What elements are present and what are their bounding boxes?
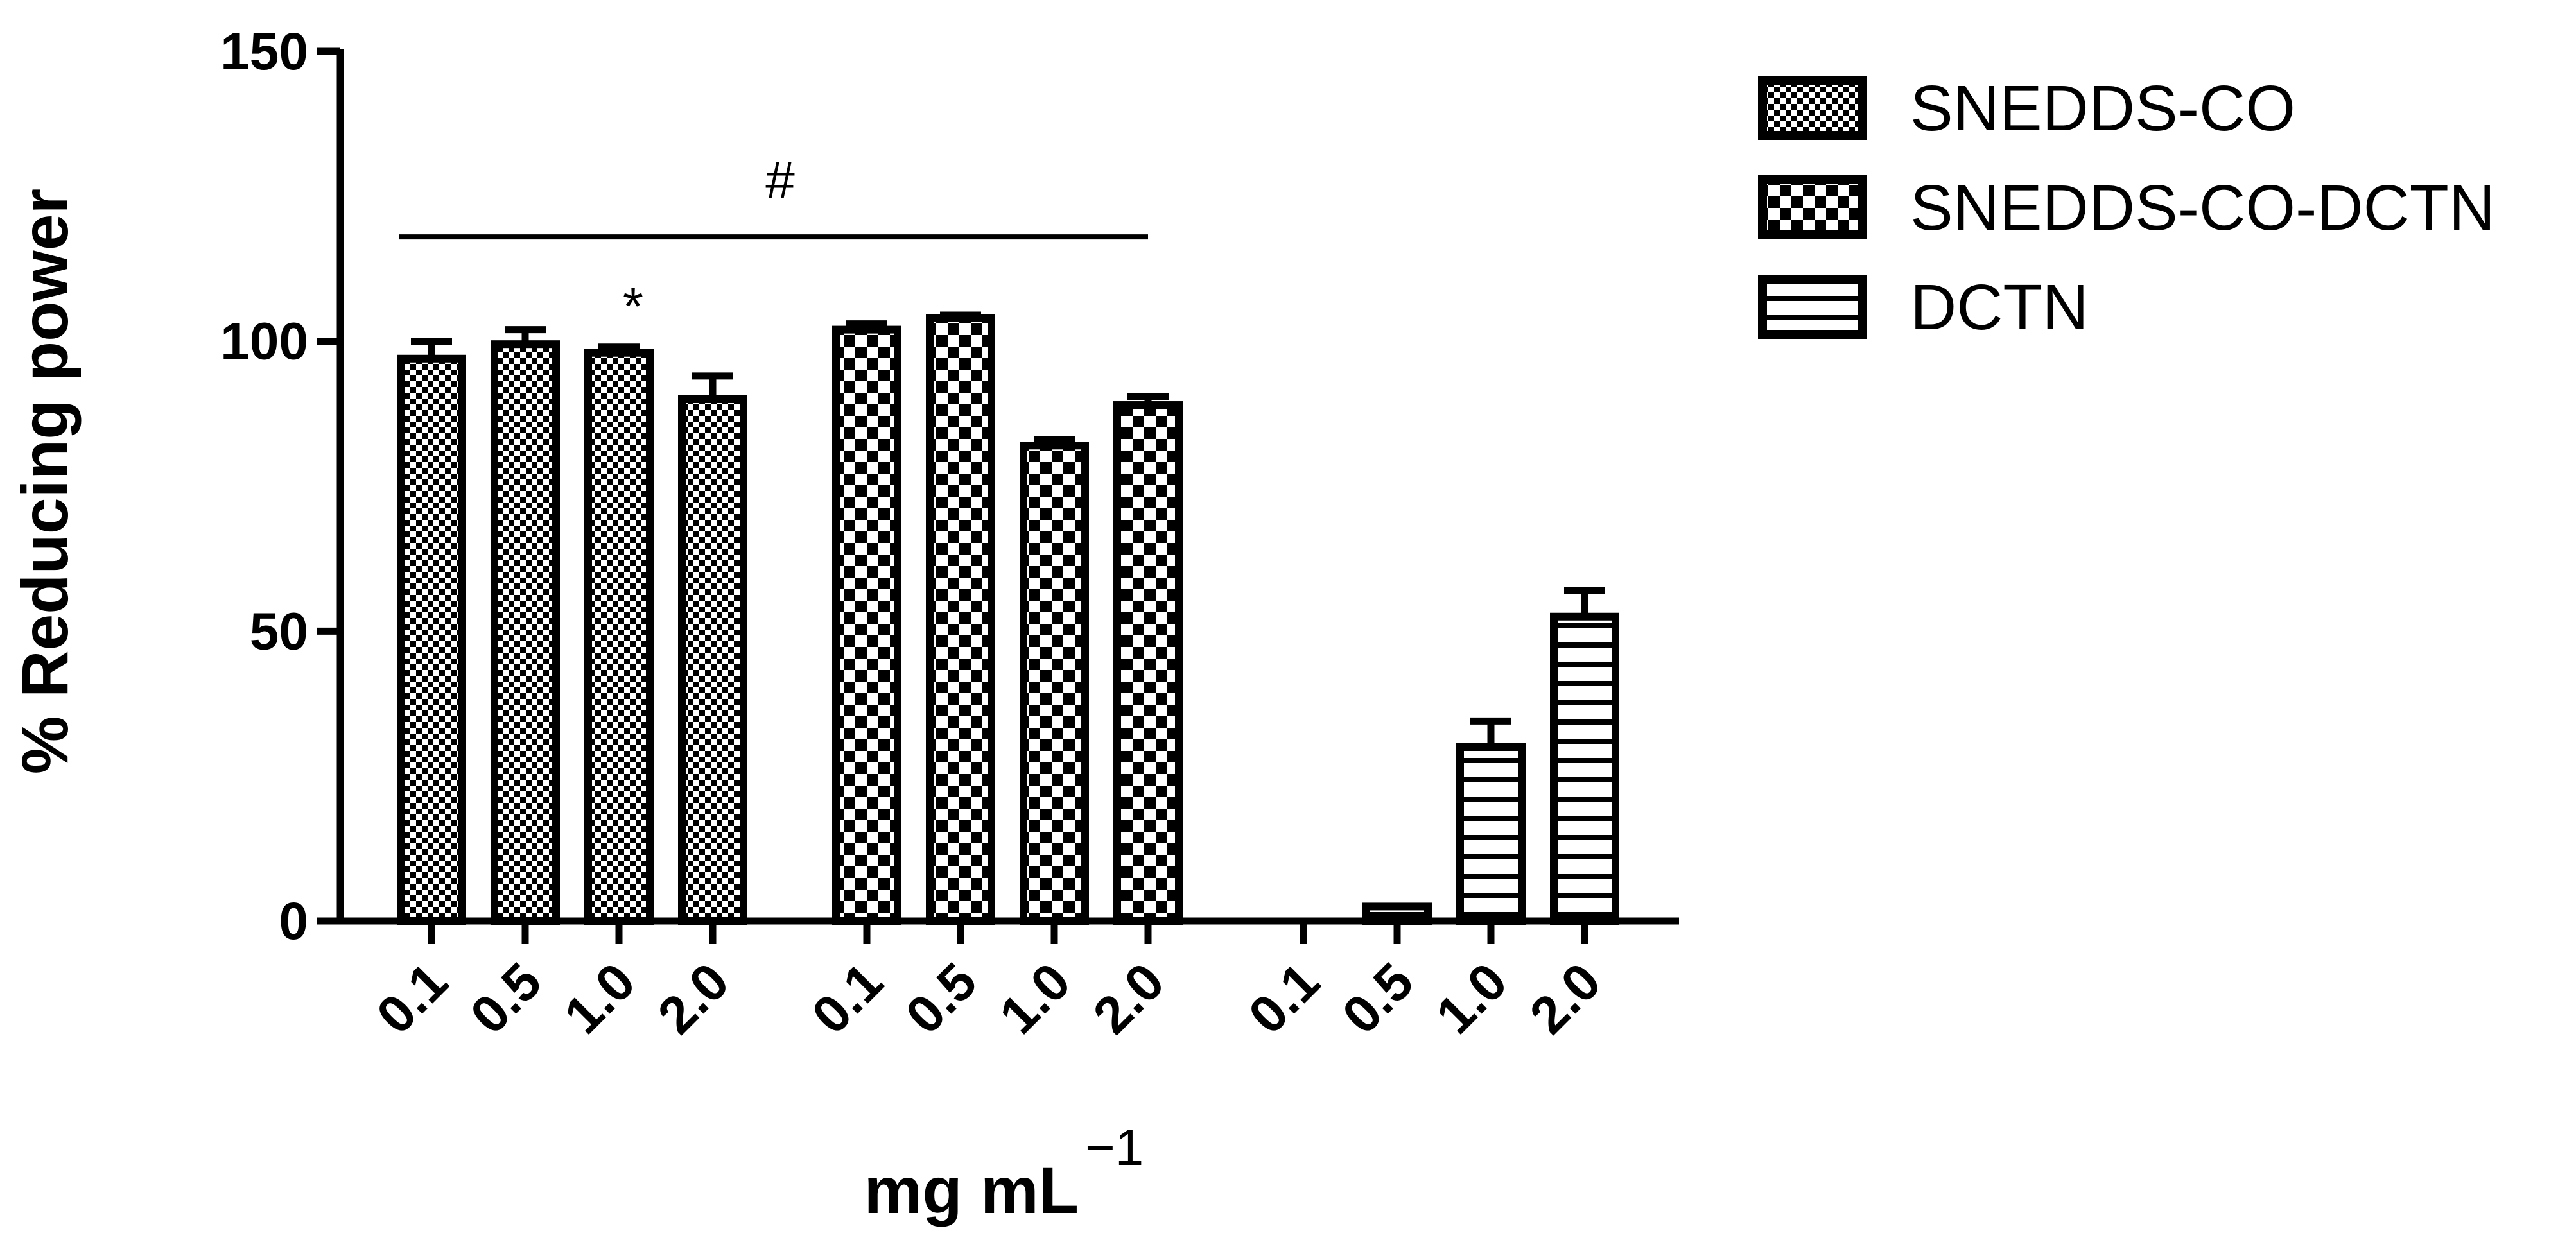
bar: [491, 340, 560, 925]
bar: [584, 349, 654, 925]
legend-label: SNEDDS-CO: [1910, 73, 2295, 144]
x-tick-label: 2.0: [647, 952, 740, 1045]
bar: [1550, 612, 1619, 925]
legend-swatch: [1758, 175, 1867, 239]
bar: [832, 325, 901, 925]
x-axis-label-text: mg mL: [864, 1154, 1079, 1227]
y-tick-label: 0: [279, 892, 308, 951]
x-tick-label: 1.0: [1425, 952, 1519, 1045]
bars: [397, 311, 1619, 925]
bar: [1362, 902, 1432, 925]
bar: [1020, 442, 1089, 925]
bar: [926, 314, 995, 925]
y-axis-label: % Reducing power: [8, 189, 82, 774]
x-axis-label: mg mL: [864, 1154, 1079, 1227]
bar: [678, 395, 747, 925]
x-tick-label: 0.5: [460, 952, 553, 1045]
significance-marker-hash: #: [765, 151, 795, 210]
y-axis: 0 50 100 150: [220, 22, 344, 951]
x-tick-label: 0.1: [1238, 952, 1331, 1045]
x-tick-labels: 0.1 0.5 1.0 2.0 0.1 0.5 1.0 2.0 0.1 0.5 1.0 2.0: [366, 921, 1612, 1045]
bar: [1113, 401, 1183, 925]
legend-label: DCTN: [1910, 271, 2089, 343]
significance-marker-star: *: [623, 278, 643, 336]
legend-label: SNEDDS-CO-DCTN: [1910, 172, 2495, 244]
x-tick-label: 0.1: [801, 952, 894, 1045]
annotations: #*: [399, 151, 1148, 336]
x-axis-label-superscript: −1: [1085, 1119, 1144, 1176]
bar: [397, 354, 466, 925]
x-tick-label: 0.5: [1332, 952, 1425, 1045]
legend: SNEDDS-CO SNEDDS-CO-DCTN DCTN: [1758, 73, 2495, 343]
x-tick-label: 2.0: [1519, 952, 1612, 1045]
x-tick-label: 0.5: [895, 952, 988, 1045]
x-tick-label: 1.0: [553, 952, 647, 1045]
bar: [1456, 743, 1526, 925]
x-tick-label: 2.0: [1083, 952, 1176, 1045]
legend-swatch: [1758, 76, 1867, 140]
y-tick-label: 50: [250, 602, 308, 660]
legend-swatch: [1758, 275, 1867, 339]
x-tick-label: 0.1: [366, 952, 459, 1045]
x-tick-label: 1.0: [989, 952, 1082, 1045]
y-tick-label: 100: [220, 313, 308, 371]
y-tick-label: 150: [220, 22, 308, 81]
